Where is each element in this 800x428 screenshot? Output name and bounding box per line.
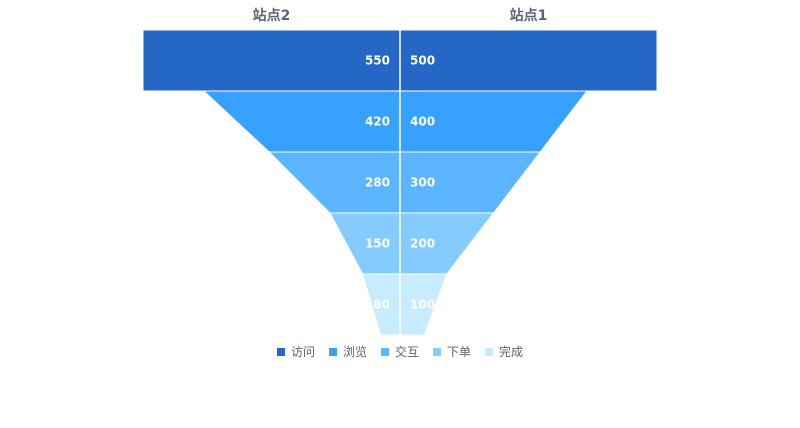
- legend-swatch-5: [485, 348, 493, 356]
- legend-swatch-1: [277, 348, 285, 356]
- legend-swatch-2: [329, 348, 337, 356]
- value-label-right-4: 200: [410, 237, 435, 251]
- value-label-right-3: 300: [410, 176, 435, 190]
- series-title-left: 站点2: [253, 7, 291, 24]
- legend-item-1[interactable]: 访问: [277, 345, 315, 359]
- legend-item-2[interactable]: 浏览: [329, 344, 367, 359]
- funnel-stage-left-1[interactable]: [142, 29, 401, 92]
- series-title-layer: 站点2 站点1: [253, 7, 548, 24]
- legend-label-1: 访问: [291, 345, 315, 359]
- funnel-stage-right-1[interactable]: [399, 29, 658, 92]
- value-label-left-3: 280: [365, 176, 390, 190]
- legend-swatch-4: [433, 348, 441, 356]
- value-label-left-5: 80: [373, 298, 390, 312]
- legend-item-3[interactable]: 交互: [381, 344, 419, 359]
- legend-label-5: 完成: [499, 344, 523, 359]
- value-label-left-2: 420: [365, 115, 390, 129]
- legend-label-4: 下单: [447, 345, 471, 359]
- value-label-right-1: 500: [410, 54, 435, 68]
- value-label-right-5: 100: [410, 298, 435, 312]
- legend-label-3: 交互: [395, 344, 419, 359]
- value-label-left-1: 550: [365, 54, 390, 68]
- value-label-left-4: 150: [365, 237, 390, 251]
- legend-swatch-3: [381, 348, 389, 356]
- series-title-right: 站点1: [510, 7, 548, 24]
- value-label-right-2: 400: [410, 115, 435, 129]
- legend: 访问 浏览 交互 下单 完成: [277, 344, 523, 359]
- funnel-layer: [142, 29, 658, 336]
- value-label-layer: 550 500 420 400 280 300 150 200 80 100: [365, 54, 435, 312]
- legend-item-4[interactable]: 下单: [433, 345, 471, 359]
- legend-item-5[interactable]: 完成: [485, 344, 523, 359]
- legend-label-2: 浏览: [343, 344, 367, 359]
